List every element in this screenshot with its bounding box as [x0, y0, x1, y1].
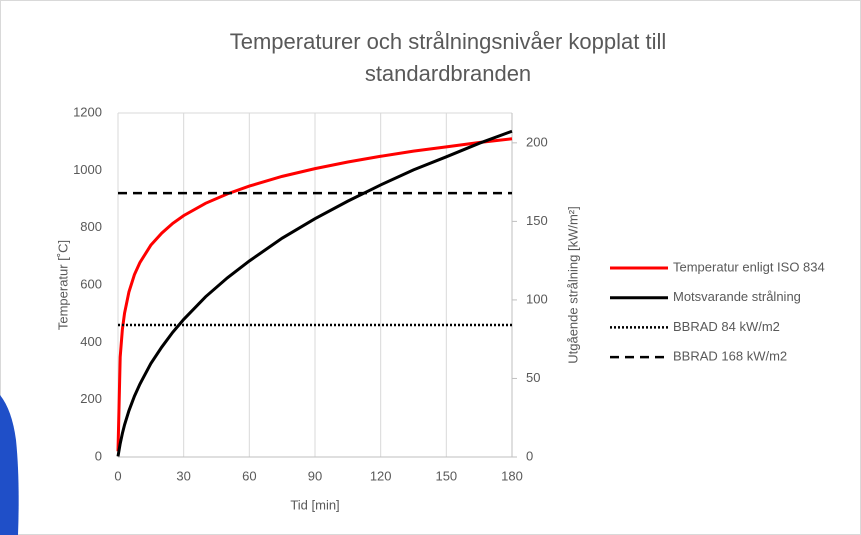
y2-tick-label: 0 — [526, 448, 533, 463]
legend-label: BBRAD 168 kW/m2 — [673, 349, 787, 364]
x-tick-label: 30 — [176, 468, 190, 483]
x-tick-label: 0 — [114, 468, 121, 483]
page: Temperatur [˚C] Utgående strålning [kW/m… — [0, 0, 861, 535]
y2-tick-label: 200 — [526, 134, 548, 149]
legend-label: Temperatur enligt ISO 834 — [673, 259, 825, 274]
y-tick-label: 1200 — [73, 104, 102, 119]
y-tick-label: 200 — [80, 391, 102, 406]
y-tick-label: 0 — [95, 448, 102, 463]
y-axis-label: Temperatur [˚C] — [55, 240, 70, 330]
x-tick-label: 120 — [370, 468, 392, 483]
x-tick-label: 90 — [308, 468, 322, 483]
chart-title: Temperaturer och strålningsnivåer koppla… — [188, 26, 708, 90]
y-tick-label: 600 — [80, 276, 102, 291]
y-tick-label: 1000 — [73, 162, 102, 177]
x-tick-label: 150 — [435, 468, 457, 483]
x-tick-label: 180 — [501, 468, 523, 483]
x-tick-label: 60 — [242, 468, 256, 483]
y2-tick-label: 150 — [526, 213, 548, 228]
legend-label: BBRAD 84 kW/m2 — [673, 319, 780, 334]
y-tick-label: 800 — [80, 219, 102, 234]
y-tick-label: 400 — [80, 334, 102, 349]
x-axis-label: Tid [min] — [290, 497, 339, 512]
y2-tick-label: 50 — [526, 370, 540, 385]
y2-tick-label: 100 — [526, 291, 548, 306]
legend-label: Motsvarande strålning — [673, 289, 801, 304]
y2-axis-label: Utgående strålning [kW/m²] — [565, 206, 580, 364]
